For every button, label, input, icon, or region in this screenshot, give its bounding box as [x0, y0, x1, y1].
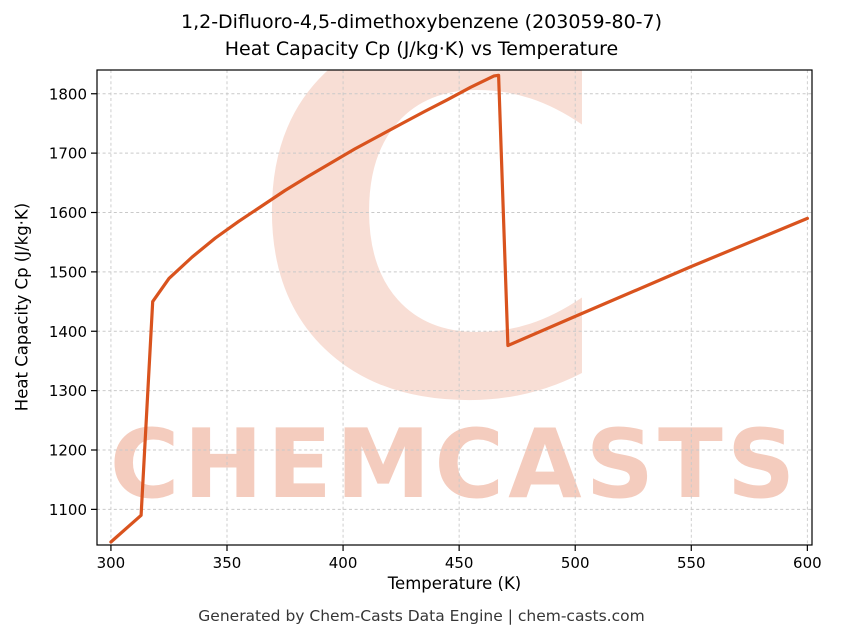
y-tick-label: 1100	[49, 501, 87, 519]
chart-title-line1: 1,2-Difluoro-4,5-dimethoxybenzene (20305…	[180, 11, 663, 33]
chart-title-line2: Heat Capacity Cp (J/kg·K) vs Temperature	[224, 38, 619, 60]
y-tick-label: 1700	[49, 145, 87, 163]
y-tick-label: 1400	[49, 323, 87, 341]
x-tick-label: 350	[213, 554, 242, 572]
series-line-cp	[109, 73, 810, 544]
y-axis-label: Heat Capacity Cp (J/kg·K)	[12, 202, 32, 412]
y-tick-label: 1200	[49, 442, 87, 460]
x-tick-label: 450	[445, 554, 474, 572]
x-tick-label: 550	[677, 554, 706, 572]
x-tick-label: 500	[561, 554, 590, 572]
x-tick-label: 400	[329, 554, 358, 572]
y-tick-label: 1500	[49, 263, 87, 281]
y-tick-label: 1300	[49, 382, 87, 400]
footer-caption: Generated by Chem-Casts Data Engine | ch…	[198, 607, 645, 625]
chart-title: 1,2-Difluoro-4,5-dimethoxybenzene (20305…	[0, 9, 843, 63]
x-tick-label: 600	[793, 554, 822, 572]
y-tick-label: 1600	[49, 204, 87, 222]
axes-frame	[96, 69, 813, 546]
y-tick-label: 1800	[49, 85, 87, 103]
x-axis-label: Temperature (K)	[387, 574, 522, 593]
x-tick-label: 300	[97, 554, 126, 572]
